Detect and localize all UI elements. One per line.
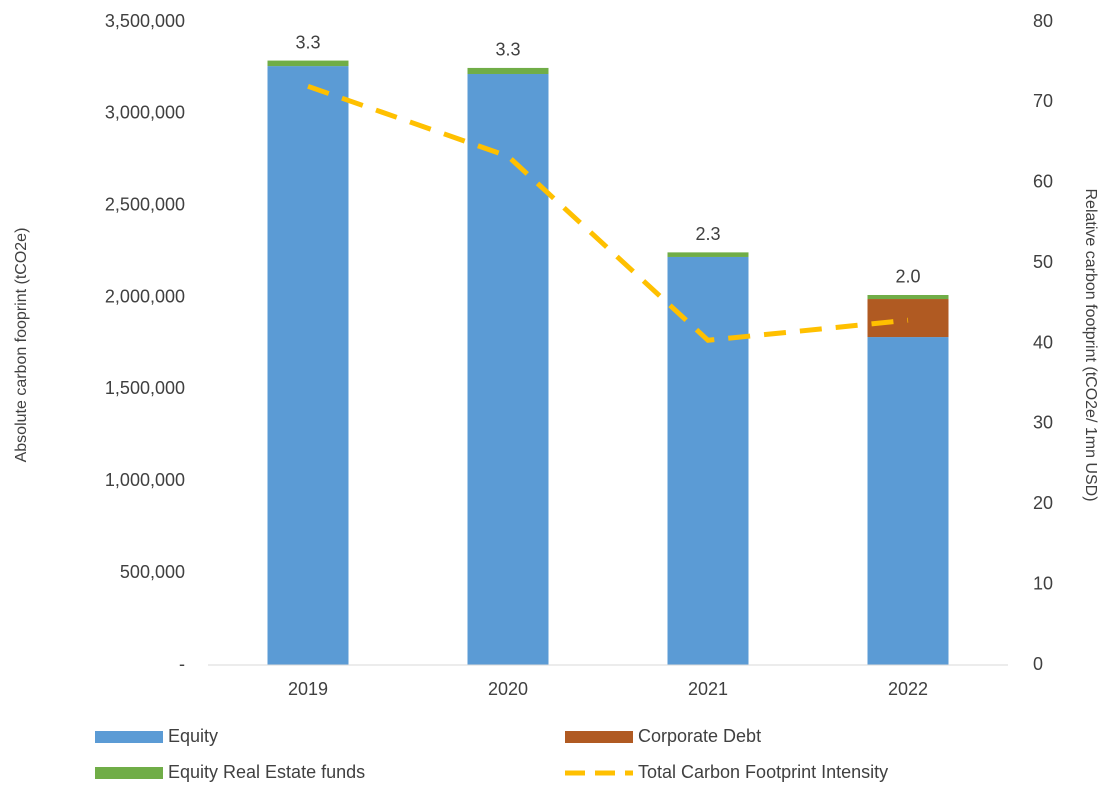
legend-swatch: [95, 767, 163, 779]
y2-tick-label: 60: [1033, 172, 1053, 192]
y-tick-label: 3,500,000: [105, 11, 185, 31]
total-label: 3.3: [295, 32, 320, 52]
bar-segment: [667, 252, 749, 257]
legend-label: Corporate Debt: [638, 726, 761, 746]
legend-label: Equity: [168, 726, 218, 746]
bar-segment: [267, 60, 349, 67]
y2-tick-label: 80: [1033, 11, 1053, 31]
legend-swatch: [565, 731, 633, 743]
y2-tick-label: 0: [1033, 654, 1043, 674]
bar-segment: [267, 66, 349, 665]
y2-tick-label: 30: [1033, 413, 1053, 433]
legend-label: Total Carbon Footprint Intensity: [638, 762, 888, 782]
legend-swatch: [95, 731, 163, 743]
y2-tick-label: 70: [1033, 91, 1053, 111]
bar-segment: [467, 73, 549, 665]
bar-segment: [467, 67, 549, 74]
x-tick-label: 2020: [488, 679, 528, 699]
y2-tick-label: 20: [1033, 493, 1053, 513]
x-tick-label: 2022: [888, 679, 928, 699]
y-tick-label: 500,000: [120, 562, 185, 582]
y-tick-label: 1,000,000: [105, 470, 185, 490]
y2-tick-label: 10: [1033, 573, 1053, 593]
y2-tick-label: 50: [1033, 252, 1053, 272]
bar-segment: [867, 337, 949, 665]
total-label: 3.3: [495, 40, 520, 60]
x-tick-label: 2021: [688, 679, 728, 699]
bar-segment: [867, 294, 949, 300]
y-tick-label: 1,500,000: [105, 378, 185, 398]
y2-axis-title: Relative carbon footprint (tCO2e/ 1mn US…: [1082, 188, 1099, 501]
total-label: 2.3: [695, 224, 720, 244]
total-label: 2.0: [895, 267, 920, 287]
bar-segment: [867, 299, 949, 338]
bar-segment: [667, 256, 749, 665]
y2-tick-label: 40: [1033, 332, 1053, 352]
y-tick-label: 2,500,000: [105, 194, 185, 214]
y-tick-label: -: [179, 654, 185, 674]
legend-label: Equity Real Estate funds: [168, 762, 365, 782]
y-tick-label: 2,000,000: [105, 286, 185, 306]
y-axis-title: Absolute carbon fooprint (tCO2e): [13, 228, 30, 463]
line-series: [307, 83, 909, 343]
y-tick-label: 3,000,000: [105, 103, 185, 123]
x-tick-label: 2019: [288, 679, 328, 699]
